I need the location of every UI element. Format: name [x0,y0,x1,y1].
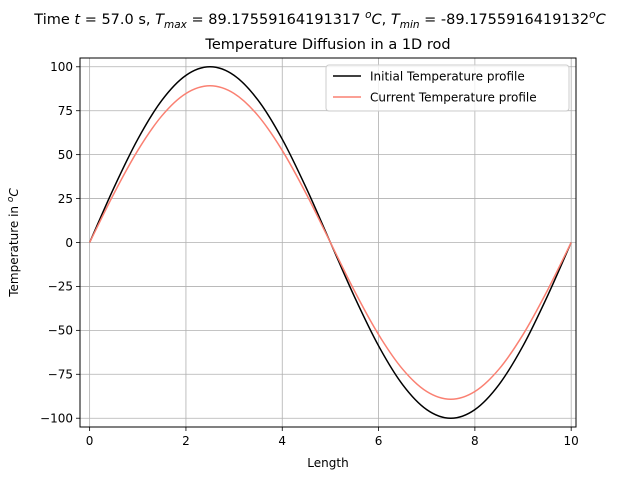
axis-ticks: 0 2 4 6 8 10 −100 −75 −50 −25 0 25 50 75 100 [40,60,579,448]
x-axis-label: Length [307,456,348,470]
legend-label-current: Current Temperature profile [370,91,537,105]
y-tick-label: −50 [48,324,73,338]
x-tick-label: 2 [182,434,190,448]
y-tick-label: 0 [65,236,73,250]
y-tick-label: 75 [58,104,73,118]
y-tick-label: −25 [48,280,73,294]
y-tick-label: 25 [58,192,73,206]
series-line-current [88,85,572,400]
x-tick-label: 8 [471,434,479,448]
x-tick-label: 4 [278,434,286,448]
x-tick-label: 6 [375,434,383,448]
grid-lines [80,58,576,427]
legend-label-initial: Initial Temperature profile [370,70,525,84]
x-tick-label: 10 [564,434,579,448]
y-tick-label: −75 [48,368,73,382]
x-tick-label: 0 [86,434,94,448]
chart-title: Temperature Diffusion in a 1D rod [204,37,450,53]
series-group [88,66,572,419]
chart-suptitle: Time t = 57.0 s, Tmax = 89.1755916419131… [33,9,606,31]
legend-box [325,64,570,112]
y-tick-label: 50 [58,148,73,162]
y-tick-label: 100 [50,60,73,74]
y-axis-label: Temperature in oC [6,188,21,298]
y-tick-label: −100 [40,412,73,426]
legend: Initial Temperature profile Current Temp… [325,64,570,112]
